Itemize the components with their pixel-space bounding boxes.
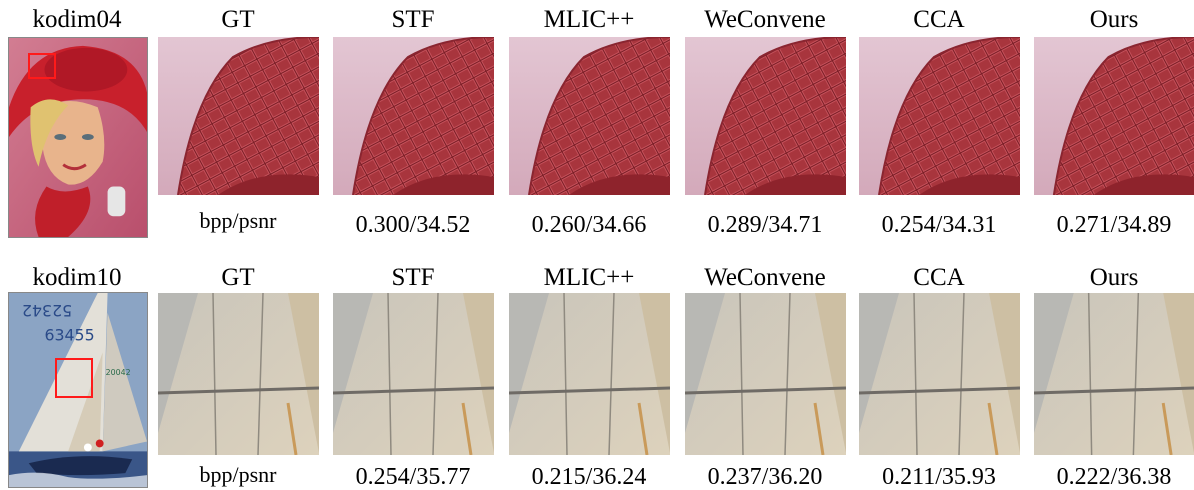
svg-text:20042: 20042 bbox=[106, 368, 131, 377]
row1-crop-stf bbox=[333, 37, 494, 195]
row2-value-weconvene: 0.237/36.20 bbox=[707, 464, 823, 490]
row2-crop-gt bbox=[158, 293, 319, 455]
row2-method-ours: Ours bbox=[1089, 264, 1139, 291]
svg-text:63455: 63455 bbox=[44, 325, 94, 344]
row2-thumbnail: 52342 63455 20042 bbox=[8, 292, 148, 488]
row2-value-cca: 0.211/35.93 bbox=[882, 464, 996, 490]
row2-method-mlic: MLIC++ bbox=[543, 264, 635, 291]
row2-metric-label: bpp/psnr bbox=[199, 462, 277, 487]
row2-method-stf: STF bbox=[391, 264, 435, 291]
row2-crop-mlic bbox=[509, 293, 670, 455]
row1-crop-weconvene bbox=[685, 37, 846, 195]
row2-method-gt: GT bbox=[221, 264, 255, 291]
row2-method-cca: CCA bbox=[913, 264, 965, 291]
row1-method-gt: GT bbox=[221, 6, 255, 33]
row2-value-ours: 0.222/36.38 bbox=[1056, 464, 1172, 490]
row1-method-stf: STF bbox=[391, 6, 435, 33]
row1-method-cca: CCA bbox=[913, 6, 965, 33]
row2-crop-ours bbox=[1034, 293, 1194, 455]
row2-method-weconvene: WeConvene bbox=[704, 264, 826, 291]
row1-roi-box bbox=[28, 53, 56, 79]
row1-crop-ours bbox=[1034, 37, 1194, 195]
row2-value-mlic: 0.215/36.24 bbox=[531, 464, 647, 490]
row1-image-name: kodim04 bbox=[32, 6, 122, 33]
portrait-thumbnail-image bbox=[9, 38, 147, 237]
row1-value-stf: 0.300/34.52 bbox=[355, 212, 471, 238]
row1-crop-mlic bbox=[509, 37, 670, 195]
row1-method-ours: Ours bbox=[1089, 6, 1139, 33]
row2-crop-cca bbox=[859, 293, 1020, 455]
row1-value-weconvene: 0.289/34.71 bbox=[707, 212, 823, 238]
row1-crop-gt bbox=[158, 37, 319, 195]
row2-value-stf: 0.254/35.77 bbox=[355, 464, 471, 490]
row1-value-cca: 0.254/34.31 bbox=[881, 212, 997, 238]
row1-method-mlic: MLIC++ bbox=[543, 6, 635, 33]
row2-image-name: kodim10 bbox=[32, 264, 122, 291]
row1-crop-cca bbox=[859, 37, 1020, 195]
row2-roi-box bbox=[55, 358, 93, 398]
row1-metric-label: bpp/psnr bbox=[199, 208, 277, 233]
row1-value-mlic: 0.260/34.66 bbox=[531, 212, 647, 238]
sailboat-thumbnail-image: 52342 63455 20042 bbox=[9, 293, 147, 487]
row1-thumbnail bbox=[8, 37, 148, 238]
row1-method-weconvene: WeConvene bbox=[704, 6, 826, 33]
row2-crop-weconvene bbox=[685, 293, 846, 455]
svg-text:52342: 52342 bbox=[22, 301, 72, 320]
row1-value-ours: 0.271/34.89 bbox=[1056, 212, 1172, 238]
row2-crop-stf bbox=[333, 293, 494, 455]
